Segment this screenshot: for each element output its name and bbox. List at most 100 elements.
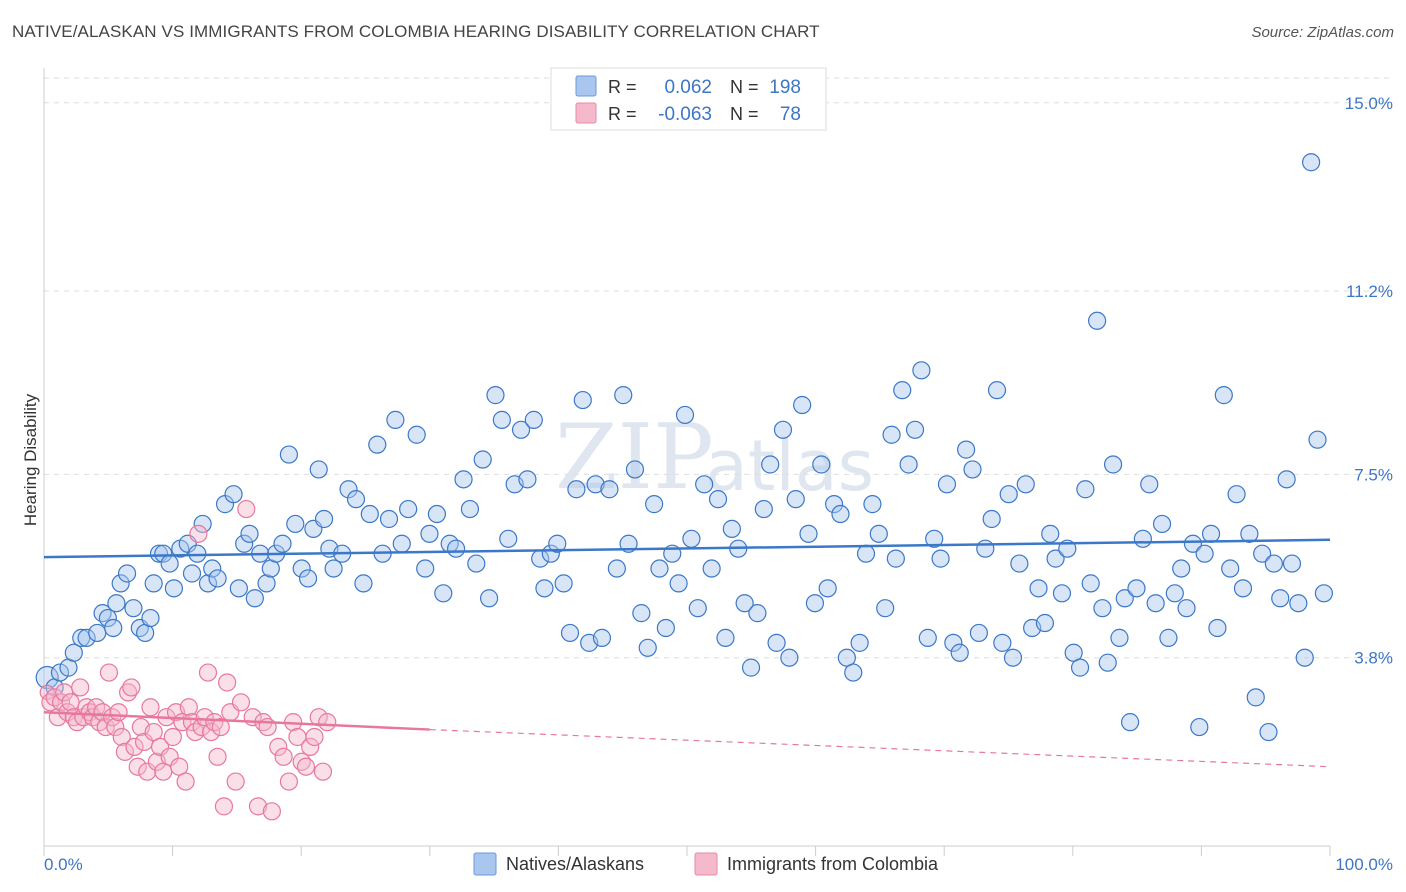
natives-point-148 (957, 440, 976, 459)
series-immigrants-colombia (39, 499, 337, 821)
natives-point-63 (416, 559, 435, 578)
natives-point-154 (993, 633, 1012, 652)
colombia-point-67 (274, 747, 293, 766)
natives-point-80 (524, 410, 543, 429)
natives-point-126 (818, 579, 837, 598)
colombia-point-18 (96, 717, 115, 737)
natives-point-162 (1041, 524, 1060, 543)
natives-point-145 (937, 475, 957, 494)
natives-point-43 (286, 514, 305, 534)
colombia-point-27 (125, 737, 144, 757)
natives-point-205 (1302, 153, 1321, 172)
natives-point-150 (969, 623, 989, 643)
colombia-point-68 (279, 772, 299, 791)
natives-point-74 (486, 386, 505, 405)
natives-point-47 (309, 460, 328, 479)
colombia-point-54 (211, 717, 230, 737)
colombia-point-76 (313, 762, 333, 781)
y-tick-label-0: 3.8% (1354, 649, 1393, 668)
natives-point-52 (339, 480, 358, 499)
natives-point-90 (586, 475, 605, 494)
natives-point-20 (154, 544, 173, 563)
natives-point-104 (675, 405, 695, 425)
y-axis-label: Hearing Disability (21, 393, 40, 526)
colombia-point-23 (112, 727, 131, 747)
natives-point-26 (188, 544, 207, 563)
natives-point-191 (1214, 386, 1233, 405)
natives-point-30 (208, 569, 227, 588)
natives-point-136 (882, 425, 901, 444)
natives-point-192 (1221, 559, 1240, 578)
natives-point-182 (1159, 628, 1178, 647)
colombia-point-25 (119, 683, 138, 702)
colombia-point-50 (198, 663, 218, 682)
natives-point-70 (460, 499, 480, 519)
natives-point-139 (899, 455, 918, 474)
colombia-point-4 (51, 693, 71, 712)
natives-point-144 (931, 549, 950, 568)
natives-point-185 (1177, 599, 1196, 618)
natives-point-134 (869, 524, 888, 543)
natives-point-138 (893, 381, 912, 400)
natives-point-189 (1201, 524, 1221, 543)
natives-point-94 (614, 386, 633, 405)
natives-point-187 (1190, 717, 1209, 737)
natives-point-100 (650, 559, 669, 578)
y-tick-labels: 3.8% 7.5% 11.2% 15.0% (1345, 94, 1393, 668)
natives-point-35 (240, 524, 259, 543)
colombia-point-31 (138, 762, 157, 781)
y-tick-label-2: 11.2% (1346, 282, 1393, 301)
y-tick-label-1: 7.5% (1354, 465, 1393, 484)
natives-point-133 (863, 495, 882, 514)
natives-point-84 (548, 534, 567, 553)
natives-point-196 (1246, 688, 1265, 707)
natives-point-45 (298, 569, 318, 588)
natives-point-61 (399, 499, 418, 519)
natives-point-91 (592, 628, 612, 647)
natives-point-68 (446, 539, 466, 558)
natives-point-76 (499, 529, 518, 548)
natives-point-79 (518, 470, 537, 489)
natives-point-72 (473, 450, 492, 469)
legend-r-label-2: R = (608, 104, 637, 124)
colombia-point-44 (179, 698, 198, 717)
natives-point-157 (1010, 554, 1029, 573)
colombia-point-17 (93, 703, 112, 722)
natives-point-34 (235, 534, 254, 553)
natives-point-183 (1165, 584, 1184, 603)
natives-point-119 (773, 420, 793, 439)
x-tick-label-min: 0.0% (44, 855, 83, 874)
natives-point-125 (812, 455, 831, 474)
legend-r-label-1: R = (608, 77, 637, 97)
series-legend: Natives/Alaskans Immigrants from Colombi… (473, 852, 939, 876)
natives-point-4 (64, 643, 83, 662)
natives-point-155 (999, 485, 1018, 504)
natives-point-62 (407, 425, 426, 444)
source-label: Source: ZipAtlas.com (1251, 24, 1394, 41)
colombia-point-72 (296, 757, 316, 776)
natives-point-9 (98, 608, 117, 628)
natives-point-186 (1183, 534, 1203, 553)
natives-point-42 (279, 445, 299, 464)
natives-point-171 (1093, 599, 1112, 618)
natives-point-161 (1035, 613, 1055, 633)
natives-point-6 (77, 628, 96, 647)
natives-point-8 (93, 604, 112, 623)
colombia-point-60 (237, 499, 256, 519)
natives-point-181 (1152, 514, 1172, 534)
natives-point-25 (182, 564, 202, 583)
natives-point-188 (1195, 544, 1214, 563)
natives-point-82 (535, 579, 554, 598)
natives-point-36 (245, 589, 264, 608)
chart-title: NATIVE/ALASKAN VS IMMIGRANTS FROM COLOMB… (12, 22, 820, 41)
natives-point-172 (1098, 653, 1117, 672)
correlation-legend: R = 0.062 N = 198 R = -0.063 N = 78 (550, 67, 827, 131)
natives-point-199 (1264, 554, 1283, 573)
colombia-point-77 (318, 713, 337, 732)
colombia-point-51 (202, 722, 221, 742)
natives-point-109 (708, 490, 728, 509)
natives-point-22 (164, 579, 184, 598)
colombia-point-26 (122, 678, 141, 697)
colombia-point-55 (214, 797, 234, 816)
